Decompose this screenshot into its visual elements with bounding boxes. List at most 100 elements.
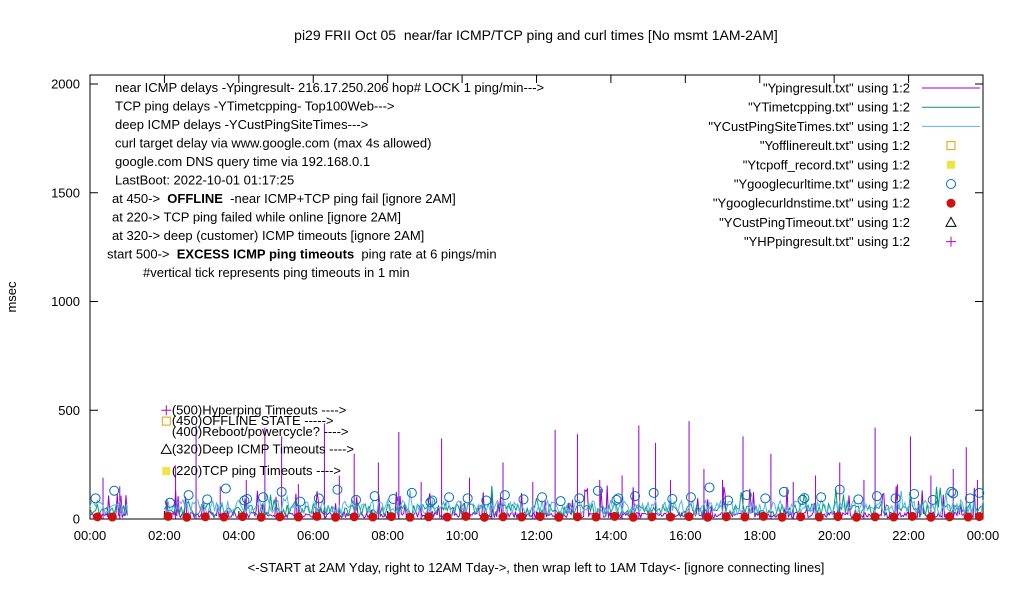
series-point — [667, 493, 678, 504]
mid-label: (320)Deep ICMP Timeouts ----> — [172, 441, 354, 456]
y-tick-label: 1000 — [51, 294, 80, 309]
x-tick-label: 20:00 — [818, 528, 851, 543]
series-point — [647, 512, 657, 522]
series-point — [256, 512, 266, 522]
series-point — [948, 488, 959, 499]
series-point — [907, 511, 917, 521]
series-point — [164, 497, 175, 508]
series-point — [351, 494, 362, 505]
y-axis-label: msec — [4, 281, 19, 313]
series-point — [613, 493, 624, 504]
series-point — [444, 492, 455, 503]
series-point — [685, 492, 696, 503]
series-point — [499, 490, 510, 501]
legend-marker-sample — [946, 141, 956, 151]
info-line: near ICMP delays -Ypingresult- 216.17.25… — [115, 80, 544, 95]
series-point — [109, 485, 120, 496]
series-point — [628, 512, 638, 522]
series-point — [684, 512, 694, 522]
info-line: deep ICMP delays -YCustPingSiteTimes---> — [115, 117, 368, 132]
series-point — [92, 512, 102, 522]
series-point — [258, 492, 269, 503]
series-point — [778, 486, 789, 497]
series-point — [974, 487, 985, 498]
series-point — [853, 494, 864, 505]
x-axis-label: <-START at 2AM Yday, right to 12AM Tday-… — [248, 560, 825, 575]
series-point — [481, 495, 492, 506]
series-point — [572, 512, 582, 522]
series-point — [799, 493, 810, 504]
series-point — [368, 512, 378, 522]
series-point — [238, 512, 248, 522]
info-line: at 320-> deep (customer) ICMP timeouts [… — [112, 228, 424, 243]
series-point — [796, 512, 806, 522]
series-point — [945, 512, 955, 522]
series-point — [275, 512, 285, 522]
y-tick-label: 2000 — [51, 77, 80, 92]
series-point — [946, 486, 957, 497]
x-tick-label: 18:00 — [743, 528, 776, 543]
legend-label: "YTimetcpping.txt" using 1:2 — [748, 100, 910, 115]
info-line: at 220-> TCP ping failed while online [i… — [112, 210, 401, 225]
series-point — [816, 492, 827, 503]
legend-label: "YCustPingSiteTimes.txt" using 1:2 — [708, 119, 910, 134]
series-point — [388, 493, 399, 504]
series-point — [369, 491, 380, 502]
series-point — [498, 512, 508, 522]
series-point — [442, 512, 452, 522]
legend-label: "Yofflinereult.txt" using 1:2 — [760, 138, 910, 153]
legend-marker-sample — [947, 160, 955, 169]
series-point — [406, 487, 417, 498]
legend-label: "YCustPingTimeout.txt" using 1:2 — [719, 215, 910, 230]
legend-label: "YHPpingresult.txt" using 1:2 — [744, 234, 910, 249]
series-point — [202, 494, 213, 505]
series-point — [427, 495, 438, 506]
series-point — [927, 494, 938, 505]
series-point — [648, 487, 659, 498]
x-tick-label: 22:00 — [892, 528, 925, 543]
series-point — [889, 512, 899, 522]
series-point — [242, 493, 253, 504]
series-point — [704, 482, 715, 493]
series-point — [630, 491, 641, 502]
series-point — [183, 490, 194, 501]
legend-marker-sample — [946, 236, 956, 247]
series-point — [386, 512, 396, 522]
series-point — [276, 486, 287, 497]
mid-label: (220)TCP ping Timeouts ----> — [172, 463, 341, 478]
series-point — [926, 512, 936, 522]
series-point — [851, 512, 861, 522]
series-point — [219, 512, 229, 522]
y-tick-label: 1500 — [51, 185, 80, 200]
info-line: LastBoot: 2022-10-01 01:17:25 — [115, 173, 294, 188]
mid-label-marker — [161, 416, 171, 426]
series-point — [461, 511, 471, 521]
mid-label: (450)OFFLINE STATE -----> — [172, 413, 334, 428]
series-point — [665, 512, 675, 522]
series-point — [313, 493, 324, 504]
series-point — [312, 511, 322, 521]
x-tick-label: 16:00 — [669, 528, 702, 543]
series-point — [479, 512, 489, 522]
legend-label: "Ypingresult.txt" using 1:2 — [763, 81, 910, 96]
series-point — [537, 492, 548, 503]
x-tick-label: 08:00 — [371, 528, 404, 543]
series-point — [611, 494, 622, 505]
y-tick-label: 0 — [73, 512, 80, 527]
mid-label: (400)Reboot/powercycle? ----> — [172, 424, 349, 439]
series-point — [890, 493, 901, 504]
series-point — [163, 511, 173, 521]
series-point — [834, 484, 845, 495]
series-point — [293, 512, 303, 522]
series-point — [741, 490, 752, 501]
info-line: #vertical tick represents ping timeouts … — [143, 265, 410, 280]
series-point — [535, 512, 545, 522]
series-point — [424, 512, 434, 522]
x-tick-label: 06:00 — [297, 528, 330, 543]
legend-marker-sample — [946, 179, 956, 189]
series-point — [574, 493, 585, 504]
x-tick-label: 10:00 — [446, 528, 479, 543]
legend-marker-sample — [945, 216, 957, 227]
